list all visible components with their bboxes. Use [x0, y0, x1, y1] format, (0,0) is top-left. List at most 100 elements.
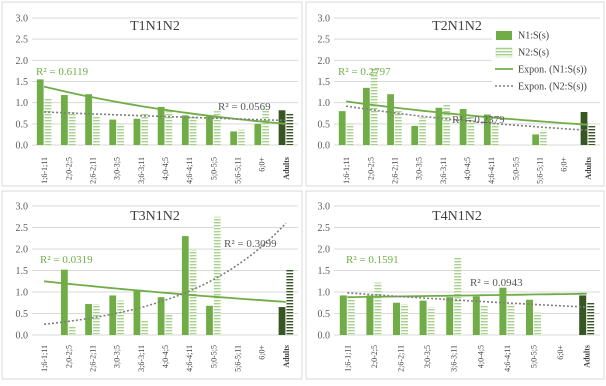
- chart-title: T4N1N2: [432, 209, 482, 224]
- y-tick-label: 0.5: [318, 119, 331, 130]
- y-tick-label: 0.0: [318, 331, 331, 342]
- bar-n2: [44, 98, 52, 145]
- bar-n1: [339, 295, 347, 335]
- trend-line-n1: [345, 100, 588, 126]
- x-tick-label: Adults: [282, 345, 291, 368]
- x-tick-label: Adults: [282, 157, 291, 180]
- x-tick-label: 5;0-5;5: [209, 157, 218, 180]
- x-tick-label: 6;0+: [258, 157, 267, 172]
- x-tick-label: 4;0-4;5: [161, 157, 170, 180]
- y-tick-label: 0.5: [16, 309, 29, 320]
- bar-n1: [85, 94, 92, 145]
- r2-label-n2: R² = 0.2379: [452, 114, 505, 126]
- bar-n2: [286, 269, 294, 335]
- bar-n2: [370, 68, 378, 145]
- bar-n2: [286, 113, 294, 145]
- trend-line-n2: [44, 111, 286, 122]
- y-tick-label: 2.0: [16, 245, 29, 256]
- legend-swatch-n1: [496, 31, 512, 40]
- bar-n1: [435, 107, 443, 145]
- r2-label-n2: R² = 0.0943: [470, 277, 523, 289]
- bar-n2: [491, 121, 499, 145]
- bar-n1: [366, 295, 374, 335]
- bar-n2: [540, 130, 547, 145]
- legend: N1:S(s) N2:S(s) Expon. (N1:S(s)) Expon. (N2…: [492, 26, 602, 96]
- x-tick-label: 1;6-1;11: [40, 157, 49, 184]
- bar-n2: [419, 117, 426, 145]
- x-tick-label: 5;6-5;11: [536, 157, 545, 184]
- x-tick-label: 4;6-4;11: [503, 345, 512, 372]
- x-tick-label: 4;0-4;5: [476, 345, 485, 368]
- r2-label-n2: R² = 0.0569: [218, 101, 271, 113]
- x-tick-label: 5;6-5;11: [234, 157, 243, 184]
- x-tick-label: 2;0-2;5: [64, 345, 73, 368]
- x-tick-label: 5;0-5;5: [530, 345, 539, 368]
- bar-n2: [507, 304, 515, 335]
- x-tick-label: 2;0-2;5: [370, 345, 379, 368]
- bar-n2: [480, 305, 488, 335]
- bar-n1: [499, 287, 507, 335]
- x-tick-label: 4;6-4;11: [185, 345, 194, 372]
- y-tick-label: 2.5: [16, 223, 29, 234]
- r2-label-n1: R² = 0.6119: [36, 66, 89, 78]
- r2-label-n1: R² = 0.2797: [338, 66, 391, 78]
- trend-line-n2: [345, 105, 588, 131]
- bar-n1: [579, 295, 587, 335]
- trend-line-n2: [44, 222, 287, 326]
- x-tick-label: 5;0-5;5: [511, 157, 520, 180]
- x-tick-label: 1;6-1;11: [343, 345, 352, 372]
- r2-label-n2: R² = 0.3099: [224, 238, 277, 250]
- y-tick-label: 0.0: [16, 141, 29, 152]
- bar-n1: [181, 236, 189, 335]
- bar-n1: [387, 94, 394, 145]
- bar-n1: [157, 106, 165, 145]
- x-tick-label: 3;6-3;11: [450, 345, 459, 372]
- y-tick-label: 2.0: [318, 56, 331, 67]
- bar-n2: [92, 116, 100, 145]
- y-tick-label: 1.0: [318, 98, 331, 109]
- bar-n1: [109, 119, 117, 145]
- y-tick-label: 2.5: [318, 223, 331, 234]
- chart-panel-1: 0.0 0.5 1.0 1.5 2.0 2.5 3.0 T1N1N2 1;6-1;11 2;0-2…: [1, 1, 303, 187]
- bar-n2: [262, 109, 269, 145]
- x-tick-label: 2;6-2;11: [397, 345, 406, 372]
- y-tick-label: 1.5: [16, 77, 29, 88]
- x-tick-label: 4;0-4;5: [463, 157, 472, 180]
- y-tick-label: 0.0: [318, 141, 331, 152]
- y-tick-label: 2.5: [318, 35, 331, 46]
- bar-n1: [109, 295, 117, 335]
- legend-swatch-n2: [495, 47, 513, 58]
- bar-n1: [278, 307, 286, 335]
- x-tick-label: 4;0-4;5: [161, 345, 170, 368]
- bar-n2: [401, 304, 408, 335]
- bar-n2: [213, 216, 221, 335]
- x-tick-label: Adults: [584, 157, 593, 180]
- x-tick-label: 3;6-3;11: [439, 157, 448, 184]
- y-tick-label: 3.0: [318, 14, 331, 25]
- bar-n1: [338, 111, 346, 145]
- bar-n2: [68, 111, 76, 145]
- chart-panel-4: 0.0 0.5 1.0 1.5 2.0 2.5 3.0 T4N1N2 1;6-1;11 2;0-2…: [305, 190, 605, 380]
- chart-panel-3: 0.0 0.5 1.0 1.5 2.0 2.5 3.0 T3N1N2 1;6-1;11 2;0-2…: [1, 190, 303, 380]
- bar-n2: [588, 125, 596, 145]
- y-tick-label: 2.0: [318, 245, 331, 256]
- y-tick-label: 0.5: [16, 119, 29, 130]
- x-tick-label: 2;0-2;5: [366, 157, 375, 180]
- bar-n1: [526, 299, 533, 335]
- bar-n2: [467, 115, 475, 145]
- trend-line-n1: [44, 280, 286, 303]
- x-tick-label: 3;0-3;5: [113, 345, 122, 368]
- bar-n2: [141, 113, 149, 145]
- y-tick-label: 1.0: [16, 98, 29, 109]
- bar-n1: [363, 87, 370, 145]
- y-tick-label: 3.0: [16, 14, 29, 25]
- bar-n2: [238, 129, 245, 145]
- bar-n2: [213, 111, 221, 145]
- x-tick-label: 3;0-3;5: [113, 157, 122, 180]
- x-tick-label: 3;6-3;11: [137, 345, 146, 372]
- x-tick-label: 4;6-4;11: [185, 157, 194, 184]
- bar-n1: [532, 134, 540, 145]
- bar-n2: [374, 282, 382, 335]
- bar-n1: [459, 109, 467, 145]
- bar-n2: [587, 302, 595, 335]
